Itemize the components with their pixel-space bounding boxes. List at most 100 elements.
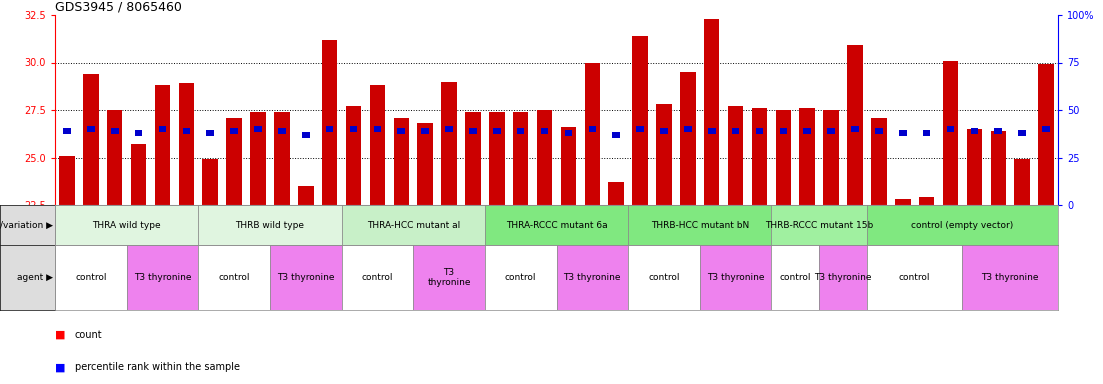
Bar bbox=[270, 245, 342, 310]
Bar bbox=[632, 36, 647, 205]
Bar bbox=[414, 245, 485, 310]
Bar bbox=[752, 108, 768, 205]
Bar bbox=[628, 205, 771, 245]
Text: agent ▶: agent ▶ bbox=[18, 273, 53, 282]
Bar bbox=[966, 129, 982, 205]
Bar bbox=[469, 128, 476, 134]
Bar bbox=[612, 132, 620, 137]
Bar bbox=[800, 108, 815, 205]
Bar bbox=[278, 128, 286, 134]
Bar bbox=[636, 126, 644, 132]
Text: T3
thyronine: T3 thyronine bbox=[427, 268, 471, 287]
Bar bbox=[345, 106, 362, 205]
Bar bbox=[728, 106, 743, 205]
Bar bbox=[517, 128, 525, 134]
Text: T3 thyronine: T3 thyronine bbox=[982, 273, 1039, 282]
Bar bbox=[107, 110, 122, 205]
Bar bbox=[350, 126, 357, 132]
Bar bbox=[226, 118, 242, 205]
Bar bbox=[852, 126, 859, 132]
Text: THRB wild type: THRB wild type bbox=[235, 220, 304, 230]
Bar bbox=[397, 128, 405, 134]
Bar bbox=[421, 128, 429, 134]
Text: THRB-RCCC mutant 15b: THRB-RCCC mutant 15b bbox=[765, 220, 874, 230]
Bar bbox=[154, 85, 170, 205]
Bar bbox=[370, 85, 385, 205]
Bar bbox=[87, 126, 95, 132]
Text: control: control bbox=[75, 273, 107, 282]
Bar bbox=[827, 128, 835, 134]
Bar bbox=[485, 245, 557, 310]
Bar bbox=[203, 159, 218, 205]
Bar bbox=[394, 118, 409, 205]
Bar bbox=[55, 205, 199, 245]
Bar bbox=[681, 72, 696, 205]
Bar bbox=[943, 61, 959, 205]
Bar bbox=[847, 45, 863, 205]
Bar bbox=[780, 128, 788, 134]
Text: THRA-HCC mutant al: THRA-HCC mutant al bbox=[366, 220, 460, 230]
Text: ■: ■ bbox=[55, 329, 65, 339]
Bar bbox=[540, 128, 548, 134]
Bar bbox=[875, 128, 882, 134]
Bar bbox=[489, 112, 504, 205]
Bar bbox=[1042, 126, 1050, 132]
Text: GDS3945 / 8065460: GDS3945 / 8065460 bbox=[55, 1, 182, 14]
Bar bbox=[342, 205, 485, 245]
Bar bbox=[513, 112, 528, 205]
Text: control: control bbox=[780, 273, 811, 282]
Bar bbox=[254, 126, 261, 132]
Text: T3 thyronine: T3 thyronine bbox=[277, 273, 334, 282]
Bar bbox=[135, 130, 142, 136]
Bar bbox=[1015, 159, 1030, 205]
Bar bbox=[899, 130, 907, 136]
Bar bbox=[771, 245, 820, 310]
Bar bbox=[537, 110, 553, 205]
Bar bbox=[820, 245, 867, 310]
Bar bbox=[179, 83, 194, 205]
Bar bbox=[871, 118, 887, 205]
Bar bbox=[990, 131, 1006, 205]
Bar bbox=[919, 197, 934, 205]
Text: THRA-RCCC mutant 6a: THRA-RCCC mutant 6a bbox=[505, 220, 608, 230]
Bar bbox=[60, 156, 75, 205]
Bar bbox=[560, 127, 576, 205]
Bar bbox=[867, 205, 1058, 245]
Text: T3 thyronine: T3 thyronine bbox=[707, 273, 764, 282]
Bar bbox=[656, 104, 672, 205]
Text: genotype/variation ▶: genotype/variation ▶ bbox=[0, 220, 53, 230]
Bar bbox=[374, 126, 382, 132]
Bar bbox=[699, 245, 771, 310]
Bar bbox=[417, 123, 432, 205]
Bar bbox=[684, 126, 692, 132]
Bar bbox=[963, 245, 1058, 310]
Bar bbox=[231, 128, 238, 134]
Text: T3 thyronine: T3 thyronine bbox=[564, 273, 621, 282]
Bar bbox=[182, 128, 190, 134]
Text: percentile rank within the sample: percentile rank within the sample bbox=[75, 362, 239, 372]
Text: T3 thyronine: T3 thyronine bbox=[133, 273, 191, 282]
Text: control: control bbox=[362, 273, 393, 282]
Bar bbox=[946, 126, 954, 132]
Text: THRB-HCC mutant bN: THRB-HCC mutant bN bbox=[651, 220, 749, 230]
Bar bbox=[111, 128, 118, 134]
Bar bbox=[159, 126, 167, 132]
Bar bbox=[660, 128, 667, 134]
Bar bbox=[325, 126, 333, 132]
Bar bbox=[803, 128, 811, 134]
Bar bbox=[823, 110, 839, 205]
Text: count: count bbox=[75, 329, 103, 339]
Bar bbox=[895, 199, 911, 205]
Bar bbox=[1038, 65, 1053, 205]
Bar bbox=[557, 245, 628, 310]
Bar bbox=[250, 112, 266, 205]
Bar bbox=[275, 112, 290, 205]
Bar bbox=[775, 110, 791, 205]
Bar bbox=[628, 245, 699, 310]
Bar bbox=[565, 130, 572, 136]
Bar bbox=[465, 112, 481, 205]
Bar bbox=[704, 19, 719, 205]
Text: control (empty vector): control (empty vector) bbox=[911, 220, 1014, 230]
Bar bbox=[771, 205, 867, 245]
Bar bbox=[731, 128, 739, 134]
